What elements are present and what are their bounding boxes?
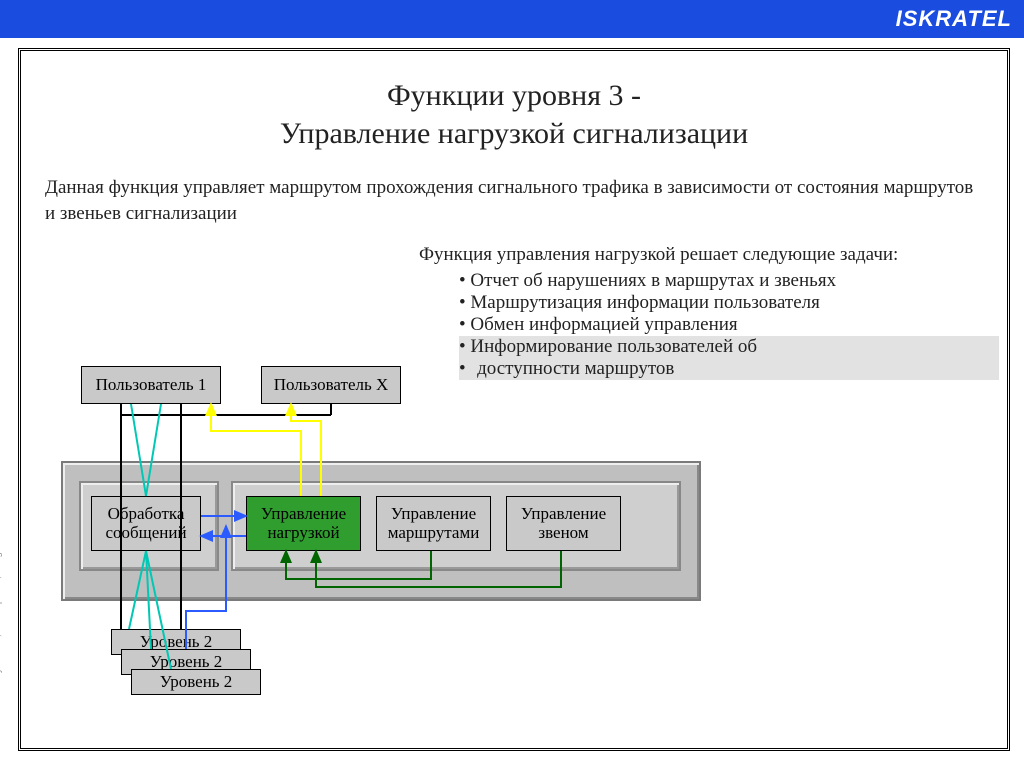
node-message-processing: Обработка сообщений	[91, 496, 201, 551]
node-load-management: Управление нагрузкой	[246, 496, 361, 551]
diagram-area: Пользователь 1 Пользователь X Обработка …	[61, 361, 761, 721]
task-item: Маршрутизация информации пользователя	[459, 292, 989, 314]
slide-title-line1: Функции уровня 3 -	[39, 79, 989, 113]
node-level2: Уровень 2	[131, 669, 261, 695]
slide-description: Данная функция управляет маршрутом прохо…	[45, 175, 983, 226]
slide-frame: Функции уровня 3 - Управление нагрузкой …	[18, 48, 1010, 751]
task-item: Обмен информацией управления	[459, 314, 989, 336]
slide-title-line2: Управление нагрузкой сигнализации	[39, 117, 989, 151]
tasks-heading: Функция управления нагрузкой решает след…	[419, 244, 989, 266]
header-bar: ISKRATEL	[0, 0, 1024, 38]
node-userx: Пользователь X	[261, 366, 401, 404]
node-user1: Пользователь 1	[81, 366, 221, 404]
task-item-highlighted: Информирование пользователей об	[459, 336, 999, 358]
brand-logo: ISKRATEL	[896, 6, 1012, 32]
node-route-management: Управление маршрутами	[376, 496, 491, 551]
node-link-management: Управление звеном	[506, 496, 621, 551]
task-item: Отчет об нарушениях в маршрутах и звенья…	[459, 270, 989, 292]
footer-credit: Issued by Iskratel, Development; all rig…	[0, 503, 2, 707]
